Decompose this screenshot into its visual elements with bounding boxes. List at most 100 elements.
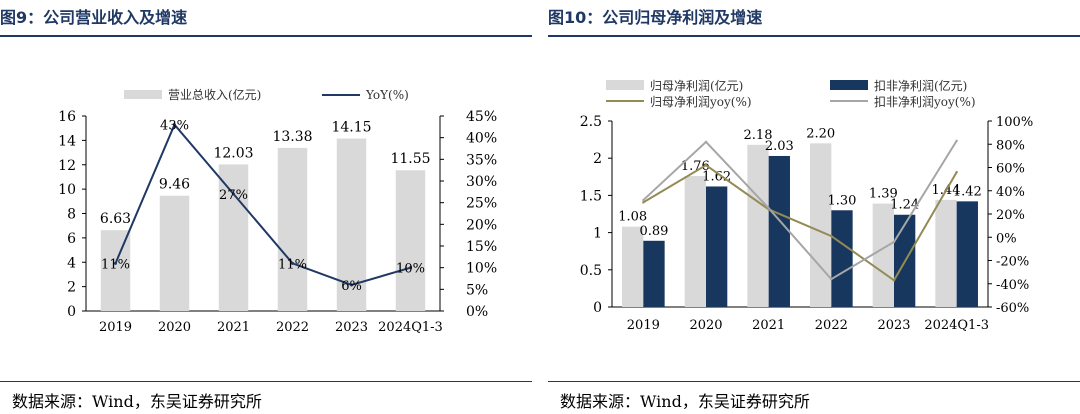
x-tick-label: 2020 bbox=[158, 320, 191, 335]
bar-deducted-profit bbox=[831, 210, 853, 307]
y-tick-label-right: 30% bbox=[466, 174, 497, 190]
line-deducted-profit-yoy bbox=[642, 140, 958, 281]
y-tick-label-left: 16 bbox=[58, 109, 76, 125]
y-tick-label-right: 35% bbox=[466, 152, 497, 168]
x-tick-label: 2022 bbox=[276, 320, 309, 335]
y-tick-label-right: 15% bbox=[466, 239, 497, 255]
y-tick-label-right: 10% bbox=[466, 261, 497, 277]
point-yoy bbox=[173, 123, 176, 127]
legend-label-deducted-profit: 扣非净利润(亿元) bbox=[874, 78, 967, 93]
bar-label-deducted-profit: 0.89 bbox=[640, 224, 669, 239]
bar-deducted-profit bbox=[956, 201, 978, 307]
point-label-yoy: 43% bbox=[160, 119, 189, 134]
bar-label-net-profit: 1.39 bbox=[869, 187, 898, 202]
bar-net-profit bbox=[935, 199, 957, 307]
bar-revenue bbox=[159, 195, 190, 311]
legend-label-deducted-profit-yoy: 扣非净利润yoy(%) bbox=[874, 95, 976, 109]
bar-label-revenue: 14.15 bbox=[331, 120, 371, 136]
revenue-chart: 营业总收入(亿元) YoY(%) 0 2 4 6 8 10 12 14 16 0% 5% 10% 15% 20… bbox=[58, 87, 497, 335]
y-tick-label-left: 0.5 bbox=[580, 263, 602, 279]
x-tick-label: 2023 bbox=[877, 318, 910, 333]
point-label-yoy: 6% bbox=[341, 279, 362, 294]
point-deducted-profit-yoy bbox=[767, 206, 770, 210]
bar-net-profit bbox=[622, 226, 644, 307]
bar-label-net-profit: 2.18 bbox=[744, 128, 773, 143]
line-yoy bbox=[114, 122, 411, 287]
net-profit-chart: 归母净利润(亿元) 扣非净利润(亿元) 归母净利润yoy(%) 扣非净利润yoy(%)… bbox=[580, 78, 1033, 333]
y-tick-label-right: -60% bbox=[996, 301, 1029, 316]
y-tick-label-left: 0 bbox=[593, 300, 602, 316]
x-tick-label: 2022 bbox=[815, 318, 848, 333]
y-tick-label-right: 60% bbox=[996, 162, 1025, 177]
y-tick-label-left: 1 bbox=[593, 226, 602, 242]
point-deducted-profit-yoy bbox=[955, 139, 958, 142]
point-deducted-profit-yoy bbox=[704, 140, 708, 144]
bar-net-profit bbox=[684, 176, 706, 307]
point-deducted-profit-yoy bbox=[830, 277, 833, 281]
x-tick-label: 2021 bbox=[752, 318, 785, 333]
y-tick-label-left: 6 bbox=[67, 231, 76, 247]
bar-label-deducted-profit: 1.24 bbox=[890, 198, 919, 213]
legend-swatch-deducted-profit bbox=[830, 80, 868, 90]
source-rule bbox=[548, 381, 1080, 382]
bar-revenue bbox=[218, 164, 249, 311]
bar-revenue bbox=[100, 230, 131, 311]
bar-label-revenue: 12.03 bbox=[213, 145, 253, 161]
y-tick-label-left: 0 bbox=[67, 304, 76, 320]
bar-net-profit bbox=[872, 203, 894, 307]
x-tick-label: 2019 bbox=[99, 320, 132, 335]
point-yoy bbox=[350, 283, 353, 287]
point-net-profit-yoy bbox=[892, 279, 896, 282]
bar-label-net-profit: 2.20 bbox=[806, 126, 835, 141]
point-yoy bbox=[291, 261, 294, 265]
bar-label-revenue: 11.55 bbox=[390, 151, 430, 167]
y-tick-label-right: 0% bbox=[996, 231, 1017, 246]
legend-swatch-net-profit bbox=[606, 80, 644, 90]
y-tick-label-left: 2 bbox=[593, 151, 602, 167]
bar-label-deducted-profit: 1.62 bbox=[702, 169, 731, 184]
line-net-profit-yoy bbox=[642, 163, 958, 282]
y-tick-label-right: 25% bbox=[466, 196, 497, 212]
y-tick-label-right: 40% bbox=[466, 131, 497, 147]
data-source: 数据来源：Wind，东吴证券研究所 bbox=[560, 392, 810, 411]
y-tick-label-right: 40% bbox=[996, 185, 1025, 200]
bar-revenue bbox=[395, 170, 426, 311]
figure-9-panel: 图9：公司营业收入及增速 营业总收入(亿元) YoY(%) 0 2 4 6 8 10 12 14 1… bbox=[0, 0, 532, 414]
x-tick-label: 2023 bbox=[335, 320, 368, 335]
point-label-yoy: 10% bbox=[396, 262, 425, 277]
bar-net-profit bbox=[810, 143, 832, 307]
y-tick-label-left: 1.5 bbox=[580, 188, 602, 204]
bar-deducted-profit bbox=[768, 155, 790, 307]
bar-deducted-profit bbox=[643, 240, 665, 307]
bar-label-revenue: 9.46 bbox=[159, 177, 190, 193]
bar-deducted-profit bbox=[706, 186, 728, 307]
source-rule bbox=[0, 381, 532, 382]
y-tick-label-right: 80% bbox=[996, 138, 1025, 153]
point-yoy bbox=[232, 192, 235, 196]
data-source: 数据来源：Wind，东吴证券研究所 bbox=[12, 392, 262, 411]
point-yoy bbox=[409, 266, 412, 270]
bar-label-deducted-profit: 1.30 bbox=[828, 193, 857, 208]
legend-label-net-profit: 归母净利润(亿元) bbox=[650, 78, 743, 93]
point-net-profit-yoy bbox=[642, 201, 645, 204]
figure-title: 图9：公司营业收入及增速 bbox=[0, 8, 188, 27]
y-tick-label-left: 2.5 bbox=[580, 114, 602, 130]
legend-label-revenue: 营业总收入(亿元) bbox=[168, 87, 261, 102]
y-tick-label-left: 10 bbox=[58, 182, 76, 198]
point-label-yoy: 11% bbox=[278, 257, 307, 272]
y-tick-label-right: 45% bbox=[466, 109, 497, 125]
point-deducted-profit-yoy bbox=[642, 198, 645, 202]
figure-10-panel: 图10：公司归母净利润及增速 归母净利润(亿元) 扣非净利润(亿元) 归母净利润yo… bbox=[548, 0, 1080, 414]
y-tick-label-right: 0% bbox=[466, 304, 488, 320]
y-tick-label-right: 20% bbox=[996, 208, 1025, 223]
x-tick-label: 2019 bbox=[627, 318, 660, 333]
bar-label-revenue: 6.63 bbox=[100, 211, 131, 227]
point-net-profit-yoy bbox=[704, 163, 708, 167]
point-label-yoy: 27% bbox=[219, 188, 248, 203]
point-deducted-profit-yoy bbox=[892, 240, 896, 244]
bar-net-profit bbox=[747, 144, 769, 307]
point-net-profit-yoy bbox=[830, 234, 833, 238]
y-tick-label-right: -40% bbox=[996, 278, 1029, 293]
legend-label-net-profit-yoy: 归母净利润yoy(%) bbox=[650, 95, 752, 109]
y-tick-label-right: 20% bbox=[466, 217, 497, 233]
